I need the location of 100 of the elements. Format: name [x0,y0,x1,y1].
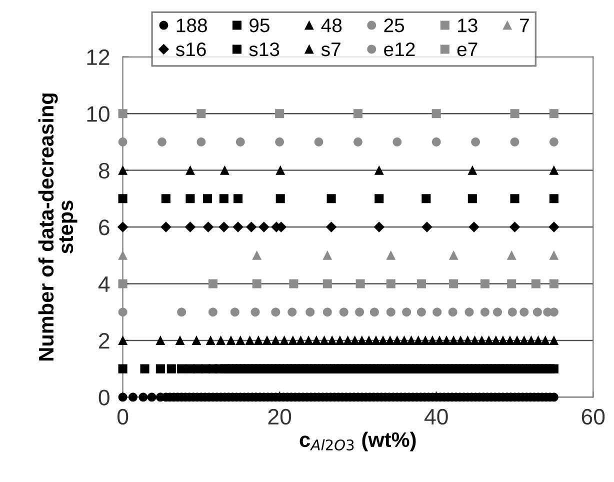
point [491,336,500,345]
point [118,336,128,345]
point [206,336,216,345]
point [118,109,128,118]
point [480,279,490,288]
point [314,137,324,146]
point [219,194,228,204]
point [156,336,165,345]
legend-label: e12 [384,42,415,56]
point [549,194,558,204]
point [509,222,520,232]
point [118,250,128,260]
point [258,222,270,232]
point [534,336,543,345]
point [507,279,516,288]
point [157,137,167,146]
point [271,336,280,345]
point [196,137,206,146]
point [232,222,244,232]
point [484,336,494,345]
point [202,222,214,232]
point [392,137,402,146]
point [208,279,218,288]
point [449,279,458,288]
point [532,308,542,317]
point [296,336,306,345]
point [510,137,520,146]
point [208,308,218,317]
point [400,336,409,345]
point [118,194,128,204]
point [355,308,364,317]
point [468,222,480,232]
point [271,308,280,317]
point [326,194,336,204]
point [216,336,226,345]
point [456,336,466,345]
point [420,336,430,345]
point [339,308,348,317]
legend-label: 95 [250,18,270,32]
point [406,336,416,345]
point [370,308,379,317]
point [184,222,196,232]
point [322,279,332,288]
x-tick-label: 20 [268,408,292,425]
point [353,109,362,118]
y-tick-label: 6 [99,220,110,236]
point [492,308,502,317]
point [196,109,206,118]
point [507,250,516,260]
point [374,222,384,232]
point [402,308,412,317]
point [526,336,536,345]
point [471,137,480,146]
point [176,336,185,345]
point [432,308,442,317]
y-tick-label: 0 [98,390,110,406]
y-tick-label: 2 [99,332,110,349]
point [276,194,285,204]
point [540,336,550,345]
point [449,250,458,260]
point [304,336,314,345]
point [449,336,458,345]
point [432,137,441,146]
point [288,336,298,345]
point [548,222,560,232]
point [320,336,329,345]
point [371,336,381,345]
point [386,250,396,260]
point [186,166,195,175]
point [218,222,230,232]
point [374,194,384,204]
point [356,279,365,288]
point [328,336,337,345]
point [549,166,558,175]
point [275,137,284,146]
point [322,308,332,317]
point [508,308,517,317]
point [118,279,128,288]
point [275,109,284,118]
point [386,279,396,288]
point [343,336,352,345]
point [520,308,529,317]
point [306,308,315,317]
y-tick-label: 4 [98,276,110,292]
point [262,336,272,345]
legend-label: s16 [176,42,206,56]
point [236,137,245,146]
point [177,308,186,317]
point [470,336,480,345]
y-tick-label: 12 [87,49,110,65]
legend-label: s7 [321,42,340,56]
point [118,137,128,146]
legend-label: 48 [321,18,342,32]
legend-label: 13 [458,18,478,32]
point [161,194,170,204]
point [220,166,230,175]
x-tick-label: 60 [582,408,605,425]
point [386,336,395,345]
point [254,336,263,345]
x-tick-label: 40 [424,408,448,425]
